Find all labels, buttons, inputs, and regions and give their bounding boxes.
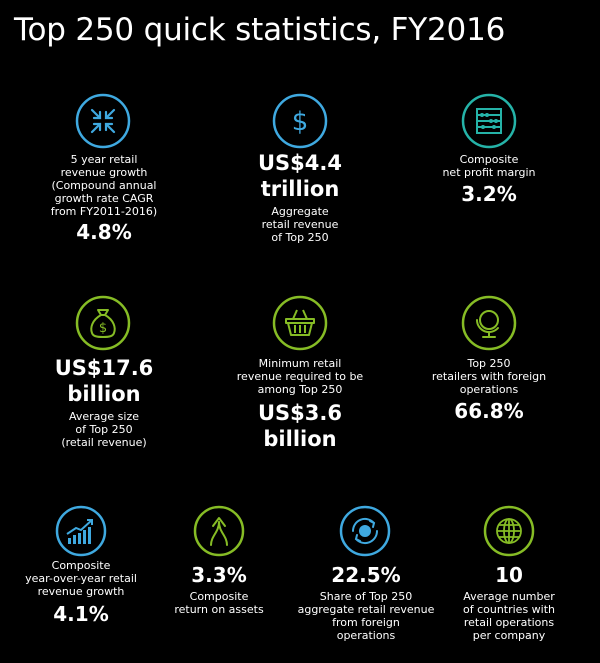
money-bag-icon: $ <box>74 294 132 352</box>
stat-value: US$4.4 trillion <box>258 151 342 201</box>
stat-label: Share of Top 250 aggregate retail revenu… <box>297 590 435 642</box>
shopping-basket-icon <box>271 294 329 352</box>
stat-label: Composite net profit margin <box>442 153 536 179</box>
stat-value: 4.1% <box>53 602 109 626</box>
stat-label: Composite return on assets <box>174 590 264 616</box>
abacus-icon <box>460 92 518 150</box>
stat-label: Top 250 retailers with foreign operation… <box>431 357 547 396</box>
stat-label: Aggregate retail revenue of Top 250 <box>261 205 339 244</box>
stat-average-size: US$17.6 billion Average size of Top 250 … <box>36 355 172 449</box>
stat-value: 10 <box>495 563 523 587</box>
stat-net-profit-margin: Composite net profit margin 3.2% <box>420 153 558 206</box>
dollar-icon: $ <box>271 92 329 150</box>
stat-revenue-cagr: 5 year retail revenue growth (Compound a… <box>40 153 168 244</box>
compress-arrows-icon <box>74 92 132 150</box>
stat-value: US$17.6 billion <box>54 356 154 406</box>
stat-value: 66.8% <box>454 399 524 423</box>
svg-text:$: $ <box>99 321 107 336</box>
stat-value: US$3.6 billion <box>258 401 342 451</box>
stat-label: Average size of Top 250 (retail revenue) <box>61 410 147 449</box>
svg-text:$: $ <box>292 107 309 137</box>
stat-label: Minimum retail revenue required to be am… <box>236 357 364 396</box>
merge-arrows-icon <box>192 504 246 558</box>
globe-cycle-icon <box>338 504 392 558</box>
stat-value: 3.3% <box>191 563 247 587</box>
growth-chart-icon <box>54 504 108 558</box>
globe-stand-icon <box>460 294 518 352</box>
page-title: Top 250 quick statistics, FY2016 <box>14 12 506 48</box>
stat-label: Composite year-over-year retail revenue … <box>25 559 137 598</box>
stat-value: 3.2% <box>461 182 517 206</box>
globe-grid-icon <box>482 504 536 558</box>
stat-label: 5 year retail revenue growth (Compound a… <box>50 153 158 218</box>
stat-minimum-revenue: Minimum retail revenue required to be am… <box>225 357 375 452</box>
stat-foreign-revenue-share: 22.5% Share of Top 250 aggregate retail … <box>290 563 442 642</box>
stat-return-on-assets: 3.3% Composite return on assets <box>160 563 278 616</box>
stat-foreign-operations: Top 250 retailers with foreign operation… <box>414 357 564 423</box>
stat-value: 4.8% <box>76 220 132 244</box>
stat-label: Average number of countries with retail … <box>462 590 556 642</box>
stat-value: 22.5% <box>331 563 401 587</box>
stat-aggregate-revenue: US$4.4 trillion Aggregate retail revenue… <box>230 150 370 244</box>
stat-yoy-growth: Composite year-over-year retail revenue … <box>14 559 148 626</box>
stat-average-countries: 10 Average number of countries with reta… <box>448 563 570 642</box>
